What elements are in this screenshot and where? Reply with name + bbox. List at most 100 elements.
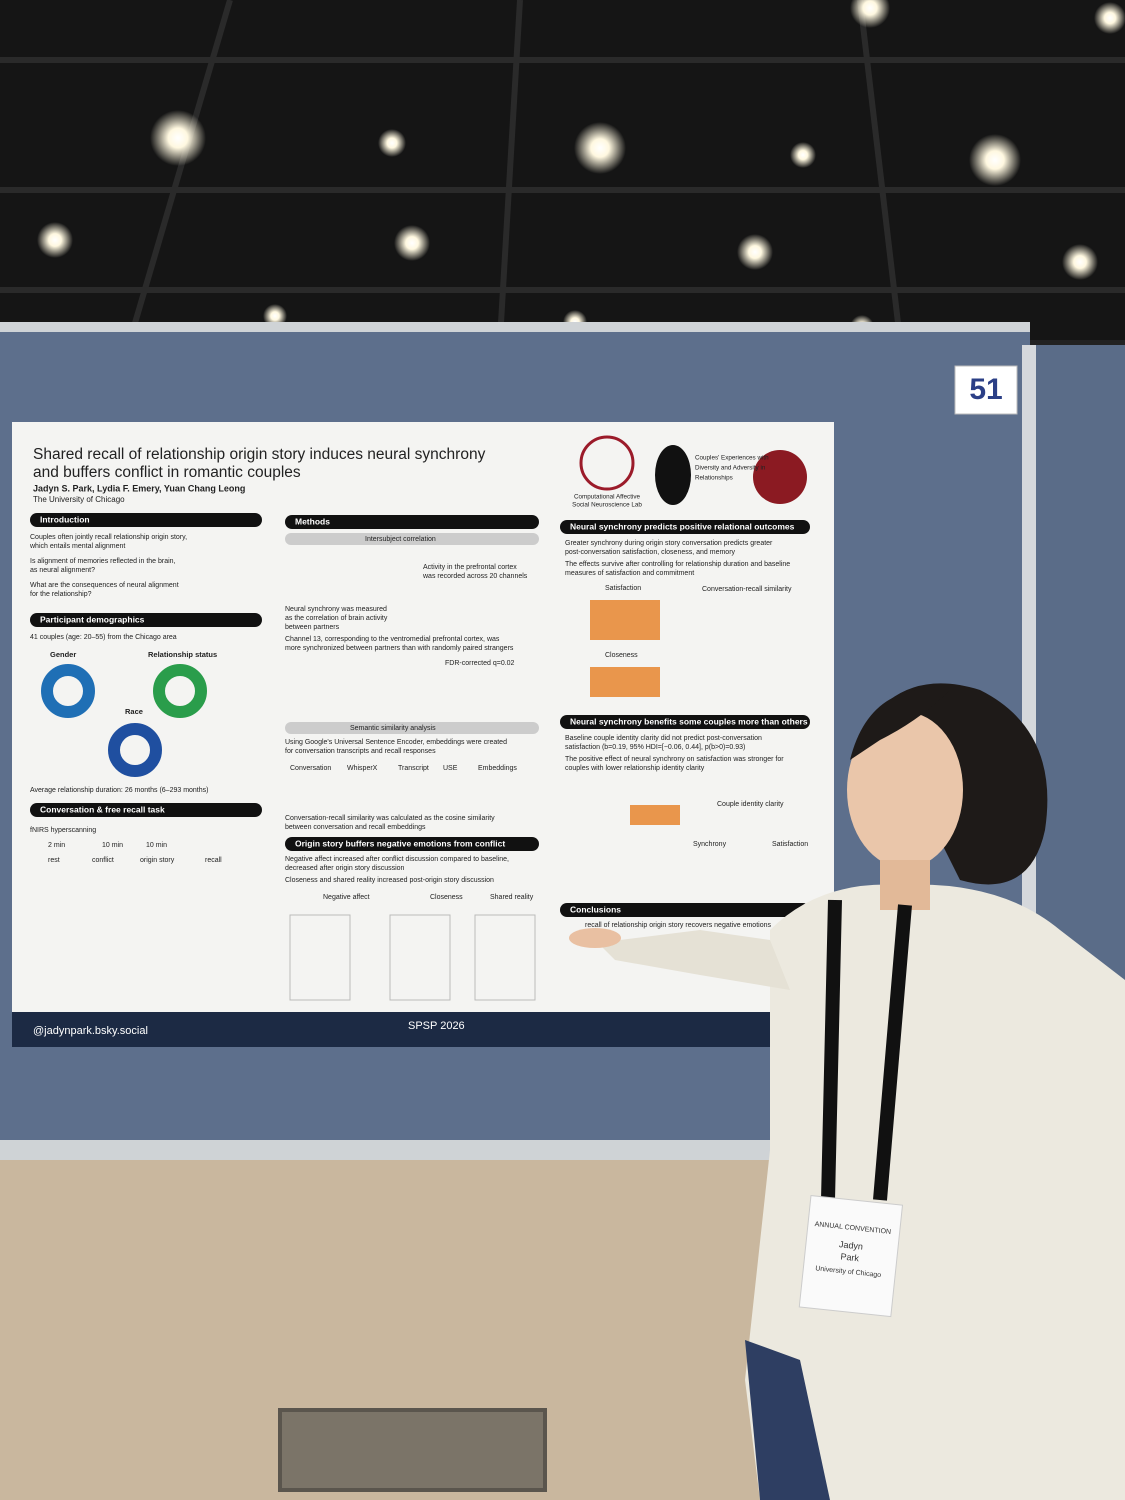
poster-text: 10 min: [146, 842, 167, 849]
poster-text: Conversation-recall similarity: [702, 586, 792, 593]
poster-title: and buffers conflict in romantic couples: [33, 464, 301, 481]
poster-text: couples with lower relationship identity…: [565, 765, 705, 772]
poster-text: The positive effect of neural synchrony …: [565, 756, 784, 763]
section-heading-bar: [30, 613, 262, 627]
lab-logo: [579, 435, 635, 491]
poster-text: Conversation: [290, 765, 331, 772]
section-heading: Conclusions: [570, 904, 621, 914]
poster-text: Average relationship duration: 26 months…: [30, 787, 208, 794]
poster-text: 10 min: [102, 842, 123, 849]
poster-text: Couple identity clarity: [717, 801, 784, 808]
poster-text: fNIRS hyperscanning: [30, 827, 96, 834]
subheading-bar: [285, 722, 539, 734]
boxplot-area: [289, 914, 351, 1001]
poster-text: Satisfaction: [605, 585, 641, 592]
poster-text: for the relationship?: [30, 591, 92, 598]
poster-text: Is alignment of memories reflected in th…: [30, 558, 176, 565]
poster-text: was recorded across 20 channels: [422, 573, 528, 580]
footer-event: SPSP 2026: [408, 1020, 465, 1032]
poster-text: satisfaction (b=0.19, 95% HDI=[−0.06, 0.…: [565, 744, 745, 751]
poster-text: conflict: [92, 857, 114, 864]
density-plot: [630, 805, 680, 825]
poster-text: post-conversation satisfaction, closenes…: [565, 549, 736, 556]
logo-text: Relationships: [695, 475, 733, 482]
poster-text: between conversation and recall embeddin…: [285, 824, 426, 831]
poster-text: Gender: [50, 650, 76, 659]
poster-text: which entails mental alignment: [29, 543, 125, 550]
floor-grate: [278, 1408, 547, 1492]
poster-text: decreased after origin story discussion: [285, 865, 405, 872]
poster-text: measures of satisfaction and commitment: [565, 570, 694, 577]
badge-text: Park: [840, 1251, 860, 1263]
poster-text: The effects survive after controlling fo…: [565, 561, 790, 568]
booth-sign: [954, 365, 1018, 415]
ceiling: [0, 0, 1125, 340]
section-heading: Introduction: [40, 514, 90, 524]
poster-text: Semantic similarity analysis: [350, 725, 436, 732]
poster-text: 41 couples (age: 20–55) from the Chicago…: [30, 634, 177, 641]
section-heading-bar: [560, 715, 810, 729]
cedar-logo: [655, 445, 691, 505]
section-heading-bar: [30, 513, 262, 527]
board-frame: [0, 322, 1030, 332]
poster-text: WhisperX: [347, 765, 378, 772]
logo-text: Social Neuroscience Lab: [572, 502, 642, 509]
logo-text: Diversity and Adversity in: [695, 465, 766, 472]
poster-text: recall of relationship origin story reco…: [585, 922, 771, 929]
boxplot-area: [474, 914, 536, 1001]
poster-text: What are the consequences of neural alig…: [30, 582, 179, 589]
poster-text: Conversation-recall similarity was calcu…: [285, 815, 495, 822]
subheading-bar: [285, 533, 539, 545]
ceiling-lights: [37, 0, 1125, 339]
section-heading: Neural synchrony benefits some couples m…: [570, 716, 808, 726]
density-plot: [590, 600, 660, 640]
poster-text: Race: [125, 707, 143, 716]
section-heading-bar: [30, 803, 262, 817]
section-heading-bar: [285, 837, 539, 851]
poster-text: Transcript: [398, 765, 429, 772]
poster-text: rest: [48, 857, 60, 864]
poster-text: 2 min: [48, 842, 65, 849]
poster-text: Negative affect increased after conflict…: [285, 856, 509, 863]
section-heading: Participant demographics: [40, 614, 145, 624]
poster-text: Activity in the prefrontal cortex: [423, 564, 517, 571]
poster-text: recall: [205, 857, 222, 864]
booth-number: 51: [969, 373, 1002, 406]
logo-text: Couples' Experiences with: [695, 455, 769, 462]
poster-text: Using Google's Universal Sentence Encode…: [285, 739, 507, 746]
poster-text: more synchronized between partners than …: [285, 645, 514, 652]
section-heading: Conversation & free recall task: [40, 804, 165, 814]
logo-text: Computational Affective: [574, 494, 641, 501]
poster-text: USE: [443, 765, 458, 772]
donut-chart: [41, 664, 95, 718]
poster-affiliation: The University of Chicago: [33, 495, 125, 504]
poster-text: between partners: [285, 624, 340, 631]
section-heading-bar: [285, 515, 539, 529]
boxplot-area: [389, 914, 451, 1001]
poster-footer: [12, 1012, 834, 1047]
presenter: [569, 683, 1125, 1500]
section-heading-bar: [560, 520, 810, 534]
poster-text: as neural alignment?: [30, 567, 95, 574]
poster-text: for conversation transcripts and recall …: [285, 748, 436, 755]
poster-text: Synchrony: [693, 841, 727, 848]
poster-text: as the correlation of brain activity: [285, 615, 388, 622]
ceiling-beams: [0, 0, 1125, 341]
poster-text: origin story: [140, 857, 175, 864]
section-heading: Neural synchrony predicts positive relat…: [570, 521, 795, 531]
donut-chart: [108, 723, 162, 777]
poster-authors: Jadyn S. Park, Lydia F. Emery, Yuan Chan…: [33, 483, 245, 493]
footer-handle: @jadynpark.bsky.social: [33, 1025, 148, 1037]
poster-text: Neural synchrony was measured: [285, 606, 387, 613]
section-heading-bar: [560, 903, 810, 917]
poster-text: Closeness: [430, 894, 463, 901]
poster-text: Shared reality: [490, 894, 534, 901]
poster-text: Channel 13, corresponding to the ventrom…: [285, 636, 500, 643]
poster-text: Closeness and shared reality increased p…: [285, 877, 494, 884]
density-plot: [590, 667, 660, 697]
poster-text: Couples often jointly recall relationshi…: [30, 534, 187, 541]
poster-text: Negative affect: [323, 894, 370, 901]
poster-text: FDR-corrected q=0.02: [445, 660, 515, 667]
